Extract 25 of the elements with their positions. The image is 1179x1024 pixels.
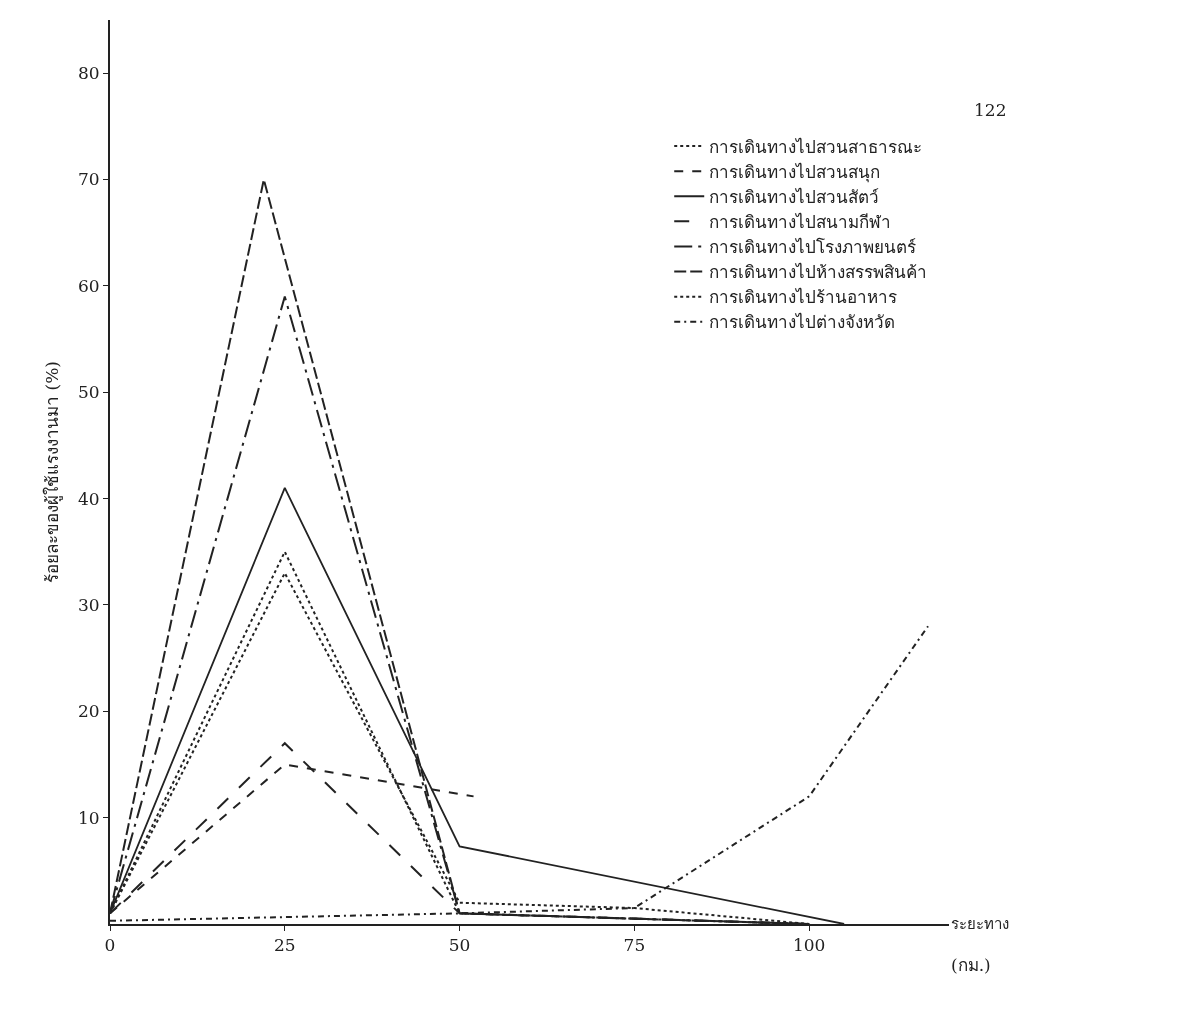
- legend-label: การเดินทางไปห้างสรรพสินค้า: [709, 262, 928, 283]
- x-tick-label: 75: [623, 935, 646, 956]
- y-tick-label: 20: [77, 701, 100, 722]
- legend-label: การเดินทางไปสวนสนุก: [709, 161, 881, 183]
- y-tick-label: 80: [77, 63, 100, 84]
- legend-label: การเดินทางไปร้านอาหาร: [709, 287, 898, 308]
- legend-label: การเดินทางไปสนามกีฬา: [709, 211, 892, 232]
- y-tick-label: 40: [77, 488, 100, 509]
- y-tick-label: 60: [77, 275, 100, 296]
- legend-label: การเดินทางไปสวนสาธารณะ: [709, 136, 923, 157]
- x-tick-label: 25: [273, 935, 296, 956]
- x-axis-title: ระยะทาง: [951, 915, 1009, 933]
- legend-label: การเดินทางไปสวนสัตว์: [709, 186, 880, 207]
- x-tick-label: 100: [792, 935, 826, 956]
- x-tick-label: 0: [104, 935, 116, 956]
- x-tick-label: 50: [448, 935, 471, 956]
- legend-label: การเดินทางไปต่างจังหวัด: [709, 312, 896, 333]
- y-tick-label: 30: [77, 594, 100, 615]
- text: (กม.): [951, 955, 991, 975]
- y-tick-label: 50: [77, 382, 100, 403]
- y-tick-label: 10: [77, 807, 100, 828]
- legend-label: การเดินทางไปโรงภาพยนตร์: [709, 237, 917, 258]
- text: 122: [974, 100, 1007, 120]
- y-axis-title: ร้อยละของผู้ใช้แรงงานมา (%): [42, 361, 64, 583]
- y-tick-label: 70: [77, 169, 100, 190]
